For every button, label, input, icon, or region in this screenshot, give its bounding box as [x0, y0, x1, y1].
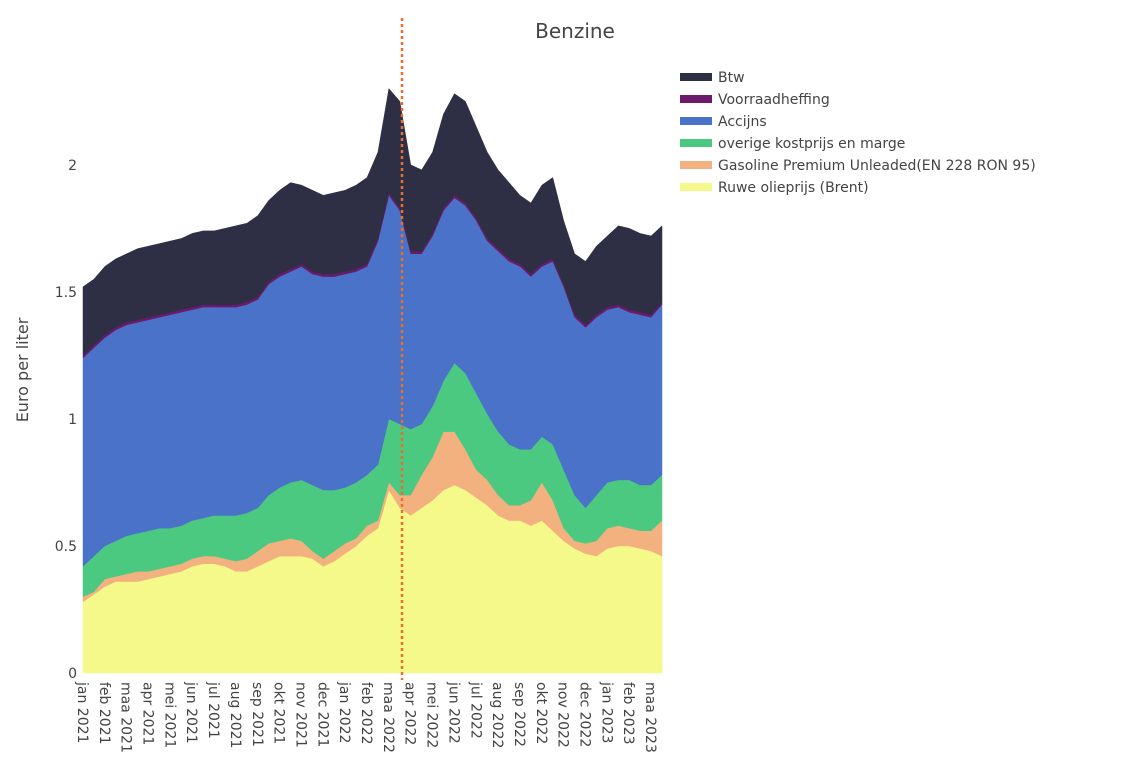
- legend-label: Ruwe olieprijs (Brent): [718, 180, 869, 196]
- x-tick-label: dec 2021: [314, 682, 330, 747]
- legend-label: Accijns: [718, 114, 767, 130]
- y-tick-label: 0: [68, 666, 77, 682]
- x-tick-label: feb 2023: [620, 682, 636, 745]
- area: [82, 88, 663, 356]
- x-tick-label: mei 2022: [424, 682, 440, 748]
- legend-label: Gasoline Premium Unleaded(EN 228 RON 95): [718, 158, 1036, 174]
- x-tick-label: maa 2022: [380, 682, 396, 753]
- legend-label: Btw: [718, 70, 745, 86]
- x-tick-label: maa 2021: [118, 682, 134, 753]
- x-tick-label: aug 2022: [489, 682, 505, 748]
- x-tick-label: apr 2021: [140, 682, 156, 745]
- legend-swatch: [680, 117, 712, 125]
- x-tick-label: nov 2021: [292, 682, 308, 748]
- x-tick-label: jan 2022: [336, 681, 352, 743]
- x-tick-label: okt 2022: [533, 682, 549, 744]
- y-axis-title: Euro per liter: [13, 317, 32, 422]
- y-tick-label: 1.5: [55, 285, 77, 301]
- x-tick-label: jan 2021: [74, 681, 90, 743]
- legend-label: overige kostprijs en marge: [718, 136, 905, 152]
- x-tick-label: sep 2022: [511, 682, 527, 747]
- legend-swatch: [680, 183, 712, 191]
- x-tick-label: dec 2022: [577, 682, 593, 747]
- x-tick-label: nov 2022: [555, 682, 571, 748]
- x-tick-label: feb 2021: [96, 682, 112, 745]
- x-tick-label: jan 2023: [598, 681, 614, 743]
- y-tick-label: 0.5: [55, 539, 77, 555]
- legend-swatch: [680, 139, 712, 147]
- x-tick-label: sep 2021: [249, 682, 265, 747]
- y-tick-label: 1: [68, 412, 77, 428]
- x-tick-label: jun 2021: [183, 681, 199, 744]
- x-tick-label: apr 2022: [402, 682, 418, 745]
- x-tick-label: aug 2021: [227, 682, 243, 748]
- legend: Ruwe olieprijs (Brent) Gasoline Premium U…: [680, 70, 1036, 196]
- legend-label: Voorraadheffing: [718, 92, 830, 108]
- plot-area: [82, 88, 663, 674]
- y-tick-label: 2: [68, 158, 77, 174]
- chart-title: Benzine: [535, 19, 615, 43]
- x-tick-label: jul 2021: [205, 681, 221, 739]
- x-tick-label: jul 2022: [467, 681, 483, 739]
- x-tick-label: mei 2021: [161, 682, 177, 748]
- legend-swatch: [680, 73, 712, 81]
- x-tick-label: okt 2021: [271, 682, 287, 744]
- x-tick-label: maa 2023: [642, 682, 658, 753]
- legend-swatch: [680, 161, 712, 169]
- x-tick-label: jun 2022: [445, 681, 461, 744]
- x-tick-label: feb 2022: [358, 682, 374, 745]
- legend-swatch: [680, 95, 712, 103]
